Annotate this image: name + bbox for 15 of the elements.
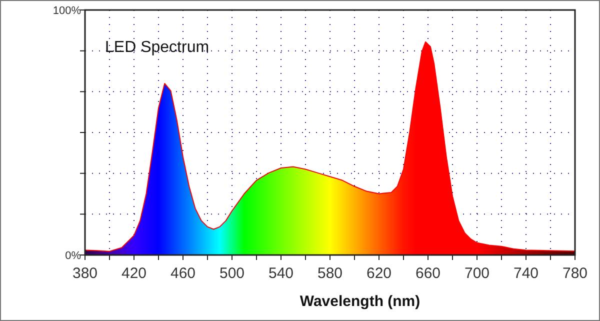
x-tick-label: 660: [415, 265, 441, 282]
x-tick-label: 620: [366, 265, 392, 282]
x-tick-label: 540: [268, 265, 294, 282]
x-tick-label: 780: [562, 265, 588, 282]
x-tick-label: 580: [317, 265, 343, 282]
text: LED Spectrum: [105, 39, 210, 56]
y-tick-label: 0%: [65, 250, 82, 262]
y-tick-label: 100%: [52, 5, 82, 17]
x-tick-label: 460: [170, 265, 196, 282]
x-tick-label: 380: [72, 265, 98, 282]
x-axis-title: Wavelength (nm): [300, 293, 420, 310]
x-tick-label: 500: [219, 265, 245, 282]
x-tick-label: 700: [464, 265, 490, 282]
x-tick-label: 740: [513, 265, 539, 282]
x-tick-label: 420: [121, 265, 147, 282]
